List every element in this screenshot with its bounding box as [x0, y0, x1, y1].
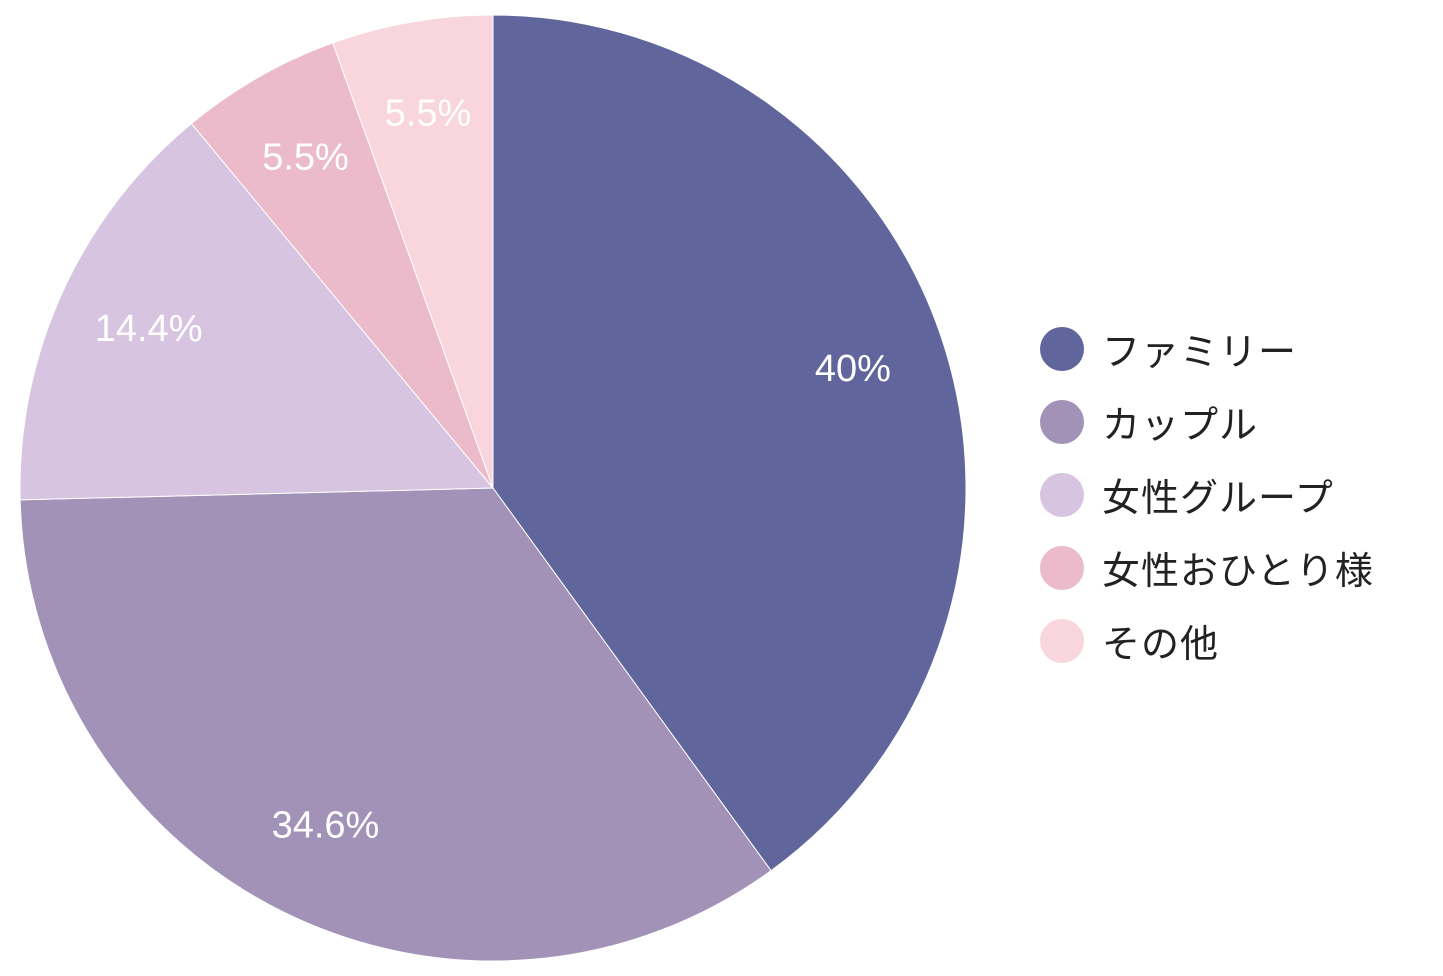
legend-item: その他 — [1040, 604, 1440, 677]
pie-slice-4 — [190, 42, 494, 489]
legend-label: 女性おひとり様 — [1102, 549, 1374, 593]
slice-value-label: 5.5% — [385, 92, 472, 134]
legend-label: その他 — [1102, 622, 1220, 666]
legend-item: カップル — [1040, 385, 1440, 458]
slice-value-label: 34.6% — [272, 804, 380, 846]
legend-item: 女性おひとり様 — [1040, 531, 1440, 604]
legend-label: 女性グループ — [1102, 476, 1334, 520]
pie-slice-2 — [19, 487, 772, 962]
pie-slice-3 — [19, 122, 495, 501]
legend-item: 女性グループ — [1040, 458, 1440, 531]
legend-swatch — [1040, 618, 1084, 663]
slice-value-label: 14.4% — [95, 308, 203, 350]
chart-legend: ファミリーカップル女性グループ 女性おひとり様 その他 — [1040, 312, 1440, 677]
legend-label: ファミリー — [1102, 330, 1298, 374]
slice-value-label: 40% — [815, 348, 891, 390]
pie-value-labels: 40% 34.6% 14.4% 5.5% 5.5% — [95, 92, 891, 846]
pie-slice-1 — [492, 14, 967, 872]
pie-slices — [19, 14, 967, 962]
legend-item: ファミリー — [1040, 312, 1440, 385]
legend-label: カップル — [1102, 403, 1259, 447]
legend-swatch — [1040, 472, 1084, 517]
legend-swatch — [1040, 399, 1084, 444]
legend-swatch — [1040, 545, 1084, 590]
legend-swatch — [1040, 326, 1084, 371]
slice-value-label: 5.5% — [262, 136, 349, 178]
pie-slice-5 — [332, 14, 494, 489]
